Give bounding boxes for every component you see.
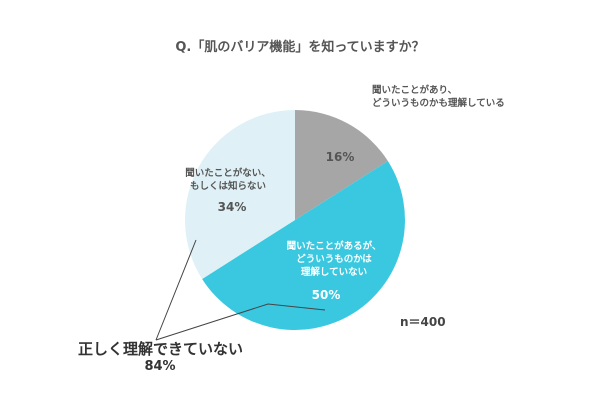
slice-label-heard-line-2: どういうものかは — [296, 254, 372, 265]
slice-label-never-line-2: もしくは知らない — [189, 181, 266, 192]
slice-label-heard-line-3: 理解していない — [300, 267, 368, 278]
sample-size: n＝400 — [400, 315, 446, 329]
slice-label-never-line-1: 聞いたことがない、 — [185, 168, 271, 179]
slice-label-understand: 聞いたことがあり、 どういうものかも理解している — [372, 84, 505, 110]
callout-label: 正しく理解できていない — [78, 340, 244, 358]
pie-slice-understand — [295, 110, 388, 220]
callout-leader-heard-not-understand — [155, 303, 326, 341]
slice-label-heard-not-understand: 聞いたことがあるが、 どういうものかは 理解していない — [264, 240, 404, 279]
callout-percent: 84% — [144, 359, 176, 374]
slice-percent-heard-not-understand: 50% — [311, 288, 341, 302]
slice-percent-never-heard: 34% — [217, 200, 247, 214]
slice-label-understand-line-1: 聞いたことがあり、 — [372, 85, 458, 96]
pie-slice-never-heard — [184, 110, 295, 279]
slice-label-never-heard: 聞いたことがない、 もしくは知らない — [168, 167, 288, 193]
slice-percent-understand: 16% — [325, 150, 355, 164]
slice-label-heard-line-1: 聞いたことがあるが、 — [286, 241, 382, 252]
pie-slice-heard-not-understand — [202, 161, 405, 330]
callout-leader-never-heard — [155, 239, 197, 341]
slice-label-understand-line-2: どういうものかも理解している — [372, 98, 505, 109]
chart-title: Q.「肌のバリア機能」を知っていますか？ — [175, 40, 425, 55]
